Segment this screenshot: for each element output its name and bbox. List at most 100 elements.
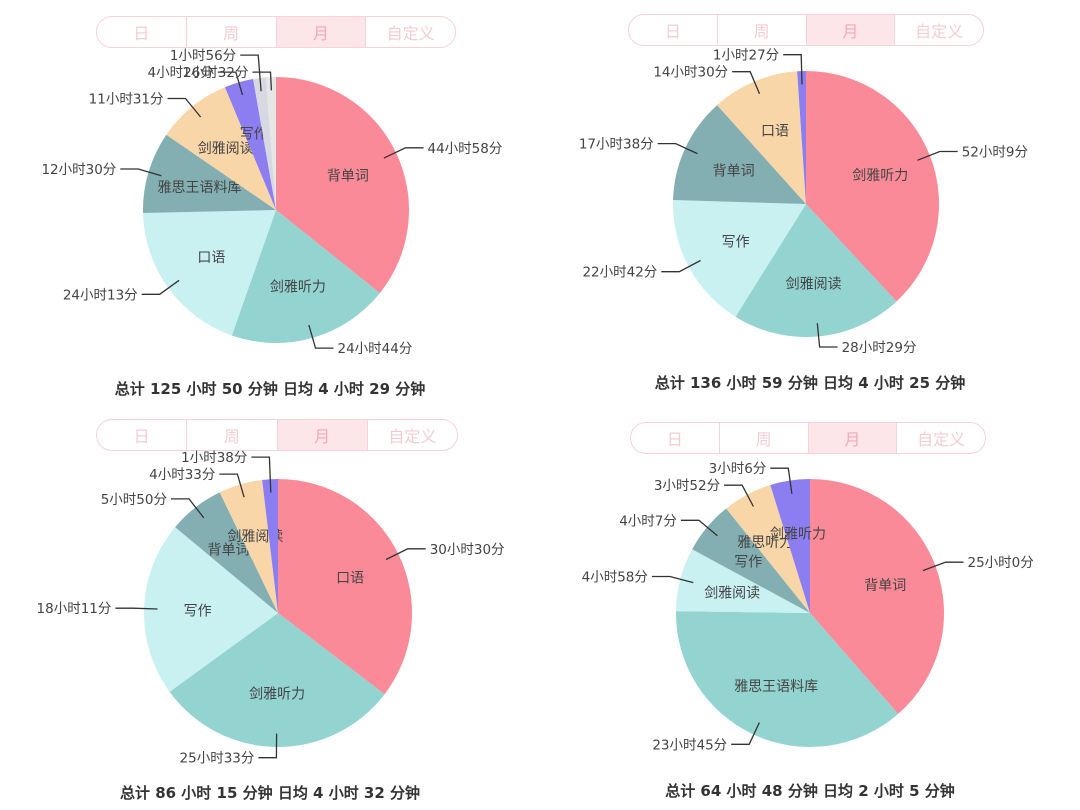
- slice-label: 口语: [197, 250, 225, 266]
- leader-line: [385, 548, 426, 561]
- pie-chart: 背单词25小时0分雅思王语料库23小时45分剑雅阅读4小时58分写作4小时7分雅…: [582, 461, 1034, 753]
- pie-slice: [265, 77, 276, 210]
- leader-line: [120, 168, 162, 177]
- leader-line: [383, 147, 424, 159]
- tab-month[interactable]: 月: [806, 15, 896, 45]
- leader-line: [308, 324, 334, 349]
- period-tabs: 日 周 月 自定义: [96, 16, 456, 48]
- tab-day[interactable]: 日: [629, 15, 718, 45]
- slice-label: 雅思王语料库: [158, 180, 242, 196]
- slice-value-label: 18小时11分: [37, 601, 112, 617]
- tab-week[interactable]: 周: [187, 420, 278, 450]
- total-summary: 总计 136 小时 59 分钟 日均 4 小时 25 分钟: [654, 374, 966, 392]
- slice-value-label: 4小时33分: [149, 467, 215, 483]
- tab-custom[interactable]: 自定义: [386, 24, 435, 43]
- pie-slice: [770, 479, 810, 613]
- pie-slice: [142, 134, 276, 213]
- slice-value-label: 4小时58分: [582, 570, 648, 586]
- slice-value-label: 25小时33分: [180, 751, 255, 767]
- slice-label: 剑雅阅读: [786, 275, 842, 292]
- leader-line: [783, 54, 803, 85]
- period-tabs: 日 周 月 自定义: [628, 14, 984, 46]
- slice-value-label: 4小时26分: [148, 65, 214, 81]
- slice-value-label: 1小时56分: [170, 48, 236, 64]
- tab-month[interactable]: 月: [276, 17, 367, 47]
- tab-week[interactable]: 周: [718, 15, 807, 45]
- leader-line: [922, 561, 964, 572]
- pie-slice: [175, 492, 278, 613]
- leader-line: [724, 484, 754, 507]
- slice-value-label: 22小时42分: [582, 265, 657, 281]
- slice-label: 剑雅阅读: [704, 585, 760, 602]
- slice-value-label: 4小时7分: [619, 513, 677, 529]
- slice-value-label: 23小时45分: [652, 737, 727, 753]
- pie-chart: 口语30小时30分剑雅听力25小时33分写作18小时11分背单词5小时50分剑雅…: [37, 450, 505, 767]
- pie-slice: [810, 479, 945, 714]
- slice-value-label: 12小时30分: [41, 162, 116, 178]
- slice-label: 雅思王语料库: [734, 679, 818, 695]
- leader-line: [141, 279, 180, 295]
- leader-line: [917, 150, 958, 161]
- pie-slice: [278, 479, 413, 695]
- pie-slice: [692, 508, 810, 613]
- tab-custom[interactable]: 自定义: [388, 427, 437, 446]
- slice-label: 写作: [184, 603, 212, 619]
- slice-label: 剑雅听力: [249, 686, 305, 702]
- slice-label: 背单词: [327, 168, 369, 184]
- leader-line: [167, 97, 202, 118]
- period-tabs: 日 周 月 自定义: [96, 419, 458, 451]
- slice-value-label: 14小时30分: [653, 65, 728, 81]
- leader-line: [240, 54, 262, 92]
- pie-slice: [726, 485, 810, 613]
- total-summary: 总计 64 小时 48 分钟 日均 2 小时 5 分钟: [665, 782, 955, 800]
- leader-line: [115, 607, 158, 610]
- slice-value-label: 44小时58分: [428, 141, 503, 157]
- pie-slice: [143, 210, 276, 336]
- pie-slice: [675, 611, 899, 748]
- pie-panel-2: 日 周 月 自定义 剑雅听力 52小时9分 剑雅阅读 28小时29分 写作 22小时42分…: [540, 0, 1080, 405]
- slice-label: 背单词: [713, 163, 755, 179]
- slice-value-label: 28小时29分: [842, 340, 917, 356]
- leader-line: [661, 259, 701, 273]
- tab-week[interactable]: 周: [187, 17, 277, 47]
- tab-day[interactable]: 日: [97, 420, 188, 450]
- period-tabs: 日 周 月 自定义: [630, 422, 986, 454]
- leader-line: [680, 519, 718, 537]
- slice-label: 背单词: [208, 543, 250, 559]
- tab-day[interactable]: 日: [97, 17, 187, 47]
- pie-slice: [673, 105, 806, 204]
- pie-slice: [276, 77, 410, 294]
- tab-week[interactable]: 周: [720, 423, 809, 453]
- leader-line: [251, 456, 272, 493]
- pie-slice: [797, 70, 806, 204]
- leader-line: [219, 473, 245, 498]
- tab-month[interactable]: 月: [808, 423, 898, 453]
- tab-custom[interactable]: 自定义: [917, 430, 966, 449]
- slice-value-label: 52小时9分: [962, 145, 1028, 161]
- pie-slice: [219, 479, 278, 613]
- leader-line: [217, 71, 244, 96]
- slice-value-label: 17小时38分: [579, 137, 654, 153]
- pie-slice: [806, 71, 939, 302]
- slice-value-label: 30小时30分: [430, 542, 505, 558]
- slice-label: 剑雅阅读: [198, 140, 254, 157]
- tab-day[interactable]: 日: [631, 423, 720, 453]
- slice-label: 剑雅听力: [270, 280, 326, 296]
- tab-custom[interactable]: 自定义: [915, 22, 964, 41]
- tab-month[interactable]: 月: [277, 420, 368, 450]
- slice-value-label: 3小时52分: [654, 478, 720, 494]
- slice-value-label: 11小时31分: [89, 92, 164, 108]
- slice-label: 写作: [240, 126, 268, 142]
- pie-panel-4: 日 周 月 自定义 背单词 25小时0分 雅思王语料库 23小时45分 剑雅阅读 4小时5…: [540, 405, 1080, 810]
- slice-value-label: 24小时44分: [338, 341, 413, 357]
- leader-line: [731, 722, 760, 745]
- pie-slice: [735, 204, 897, 337]
- slice-value-label: 1小时38分: [181, 450, 247, 466]
- total-summary: 总计 125 小时 50 分钟 日均 4 小时 29 分钟: [114, 380, 426, 398]
- leader-line: [252, 71, 273, 91]
- pie-panel-3: 日 周 月 自定义 口语 30小时30分 剑雅听力 25小时33分 写作 18小时11分 背…: [0, 405, 540, 810]
- slice-value-label: 5小时50分: [101, 492, 167, 508]
- leader-line: [732, 71, 761, 94]
